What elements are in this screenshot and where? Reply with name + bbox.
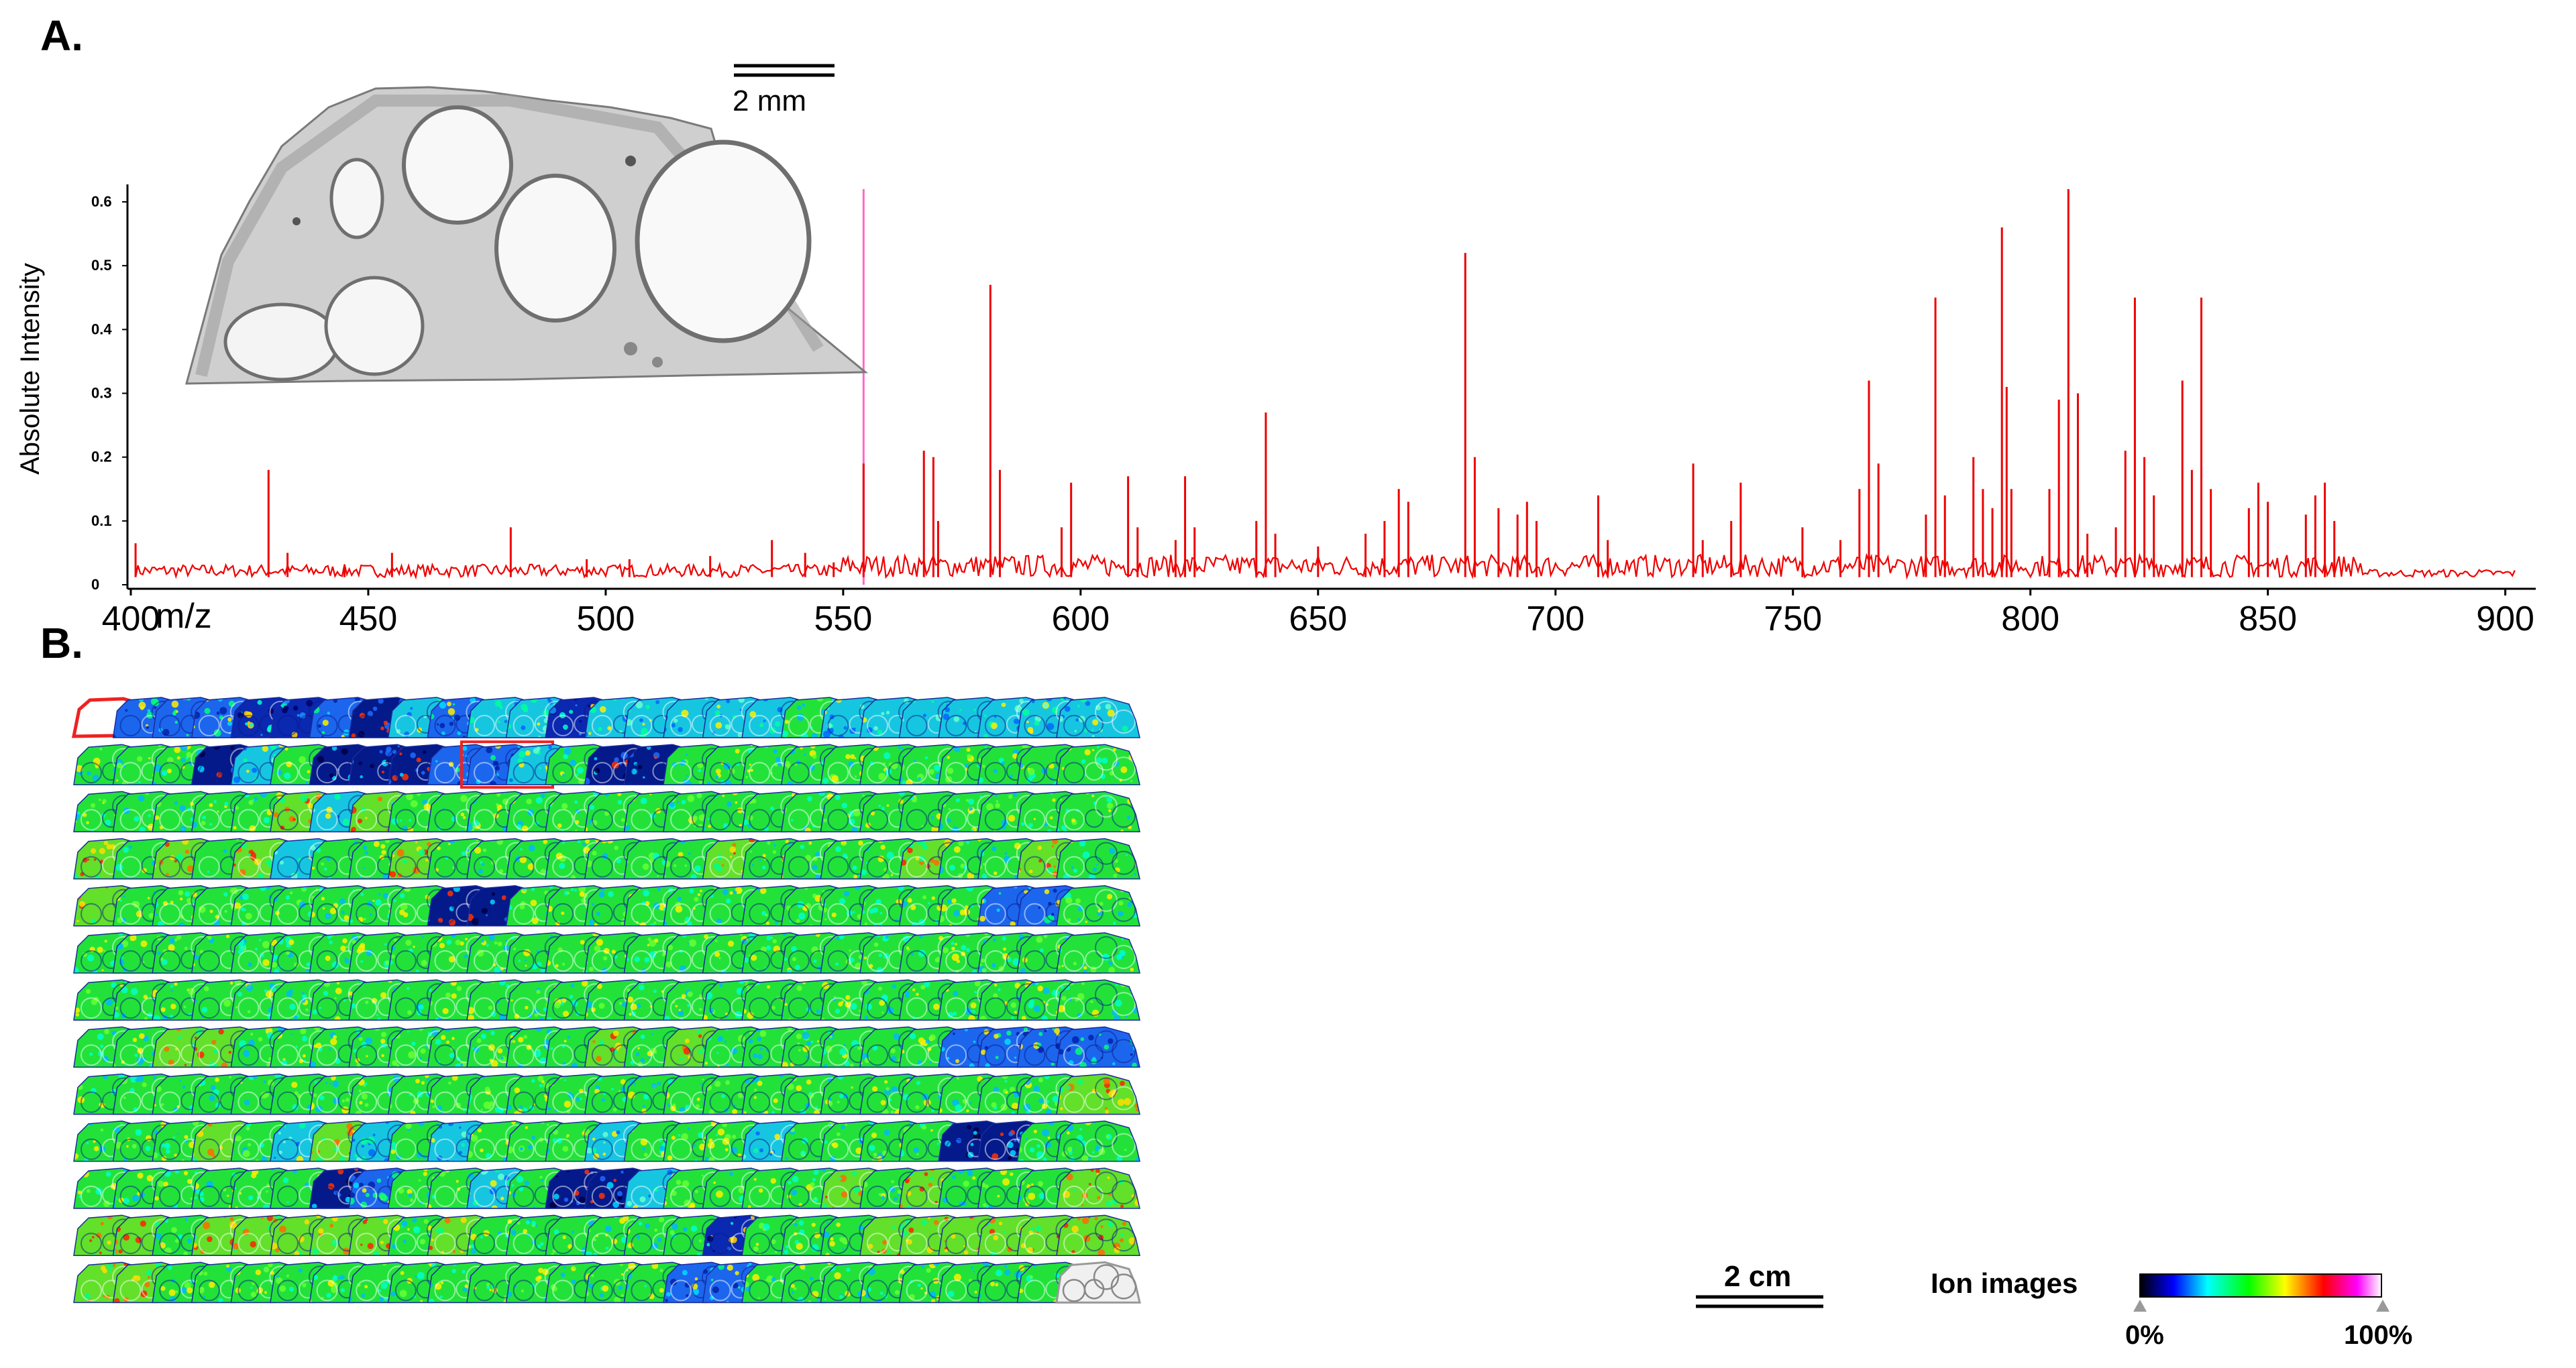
y-tick-label: 0.2	[91, 449, 112, 465]
colorbar	[2139, 1273, 2382, 1298]
tissue-scale-label: 2 mm	[733, 84, 806, 117]
tissue-optical-image	[185, 86, 869, 385]
colorbar-min-marker	[2133, 1300, 2147, 1312]
spectrum-baseline-trace	[135, 553, 2516, 580]
x-tick-label: 700	[1526, 600, 1585, 638]
grid-scale-label: 2 cm	[1724, 1260, 1791, 1293]
y-axis-label: Absolute Intensity	[15, 263, 45, 475]
x-tick-label: 750	[1764, 600, 1822, 638]
y-tick-label: 0	[91, 576, 99, 593]
colorbar-min-label: 0%	[2125, 1320, 2164, 1350]
colorbar-max-marker	[2376, 1300, 2390, 1312]
x-tick-label: 600	[1051, 600, 1110, 638]
y-ticks: 0 0.1 0.2 0.3 0.4 0.5 0.6	[91, 193, 127, 593]
ion-image-tile	[1056, 1026, 1140, 1068]
y-tick-label: 0.5	[91, 257, 112, 274]
x-tick-label: 500	[577, 600, 635, 638]
y-tick-label: 0.4	[91, 321, 112, 337]
ion-image-tile	[1056, 697, 1140, 738]
panel-a-label: A.	[40, 11, 83, 60]
mass-spectrum-chart: 0 0.1 0.2 0.3 0.4 0.5 0.6 400 450 500 550 600 650 70…	[15, 64, 2536, 638]
x-tick-label: 650	[1289, 600, 1347, 638]
x-tick-label: 850	[2239, 600, 2297, 638]
y-tick-label: 0.6	[91, 193, 112, 210]
ion-image-tile	[1056, 1214, 1140, 1256]
ion-image-tile	[1056, 744, 1140, 785]
ion-image-tile	[1056, 1167, 1140, 1209]
x-tick-label: 550	[814, 600, 872, 638]
colorbar-title: Ion images	[1931, 1267, 2078, 1299]
spectrum-peaks	[134, 189, 2336, 577]
ion-image-tiles	[71, 697, 1141, 1304]
x-tick-label: 900	[2476, 600, 2534, 638]
x-ticks: 400 450 500 550 600 650 700 750 800 850 900	[102, 589, 2534, 638]
ion-image-tile	[1056, 791, 1140, 833]
tissue-scale-bar	[734, 64, 835, 77]
grid-scale-bar	[1696, 1295, 1823, 1308]
x-tick-label: 800	[2001, 600, 2059, 638]
colorbar-max-label: 100%	[2344, 1320, 2412, 1350]
y-tick-label: 0.1	[91, 512, 112, 529]
x-tick-label: 400	[102, 600, 160, 638]
y-tick-label: 0.3	[91, 385, 112, 402]
x-axis-label: m/z	[156, 597, 212, 636]
optical-outline	[1055, 1261, 1141, 1304]
optical-outline-tile	[1055, 1261, 1141, 1304]
ion-image-tile	[1056, 838, 1140, 880]
ion-image-tile	[1056, 1121, 1140, 1162]
panel-b-label: B.	[40, 619, 83, 667]
x-tick-label: 450	[339, 600, 398, 638]
